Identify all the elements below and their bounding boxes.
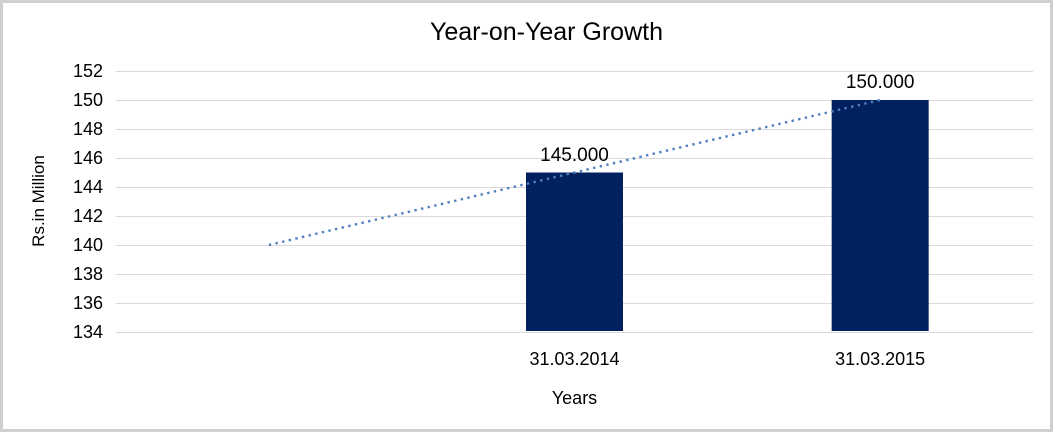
y-tick-label: 138	[72, 264, 103, 284]
y-tick-label: 148	[72, 119, 103, 139]
trendline	[268, 98, 881, 247]
plot-area	[116, 71, 1033, 333]
y-tick-label: 150	[72, 90, 103, 110]
x-tick-2014: 31.03.2014	[529, 349, 620, 369]
y-tick-label: 134	[72, 322, 103, 342]
data-label-2015: 150.000	[845, 72, 915, 93]
chart-title: Year-on-Year Growth	[429, 18, 663, 46]
x-axis-title: Years	[551, 388, 598, 408]
y-tick-label: 136	[72, 293, 103, 313]
x-tick-2015: 31.03.2015	[835, 349, 926, 369]
y-tick-label: 146	[72, 148, 103, 168]
bar-31.03.2014	[526, 172, 623, 331]
y-tick-label: 144	[72, 177, 103, 197]
y-tick-label: 140	[72, 235, 103, 255]
bar-31.03.2015	[831, 100, 929, 331]
y-tick-label: 142	[72, 206, 103, 226]
y-tick-label: 152	[72, 61, 103, 81]
data-label-2014: 145.000	[540, 144, 609, 166]
